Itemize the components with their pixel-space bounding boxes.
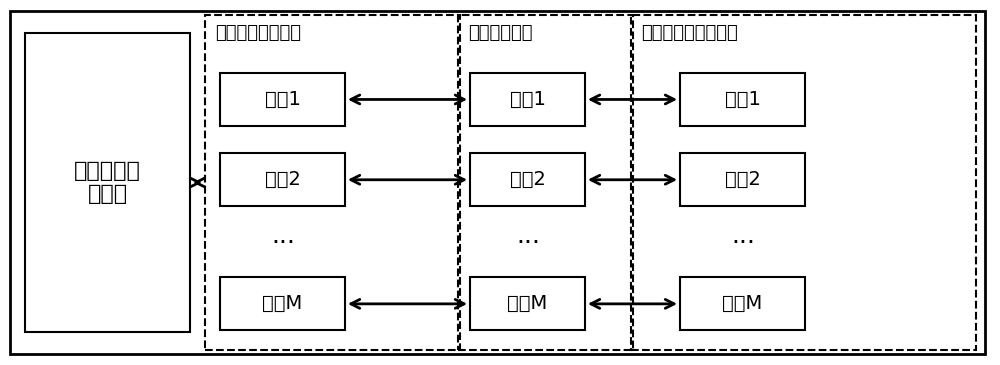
Bar xyxy=(458,15,633,350)
Bar xyxy=(470,153,585,206)
Bar xyxy=(220,277,345,330)
Text: 模块2: 模块2 xyxy=(510,170,545,189)
Text: 分段2: 分段2 xyxy=(265,170,300,189)
Text: 分段非易失存储单元: 分段非易失存储单元 xyxy=(641,24,738,42)
Text: 分段1: 分段1 xyxy=(265,90,300,109)
Text: 易失处理逻
辑单元: 易失处理逻 辑单元 xyxy=(74,161,141,204)
Text: 分段M: 分段M xyxy=(262,294,303,314)
Bar xyxy=(680,153,805,206)
Text: ···: ··· xyxy=(516,231,540,255)
Text: ···: ··· xyxy=(271,231,295,255)
Text: ···: ··· xyxy=(731,231,755,255)
Text: 模块1: 模块1 xyxy=(510,90,545,109)
Bar xyxy=(470,73,585,126)
Bar xyxy=(680,73,805,126)
Bar xyxy=(205,15,460,350)
Bar xyxy=(25,33,190,332)
Bar xyxy=(680,277,805,330)
Text: 分段M: 分段M xyxy=(722,294,763,314)
Text: 并行压缩单元: 并行压缩单元 xyxy=(468,24,532,42)
Bar xyxy=(220,153,345,206)
Text: 分段1: 分段1 xyxy=(725,90,760,109)
Bar xyxy=(470,277,585,330)
Text: 模块M: 模块M xyxy=(507,294,548,314)
Text: 分段易失存储单元: 分段易失存储单元 xyxy=(215,24,301,42)
Text: 分段2: 分段2 xyxy=(725,170,760,189)
Bar xyxy=(631,15,976,350)
Bar xyxy=(220,73,345,126)
